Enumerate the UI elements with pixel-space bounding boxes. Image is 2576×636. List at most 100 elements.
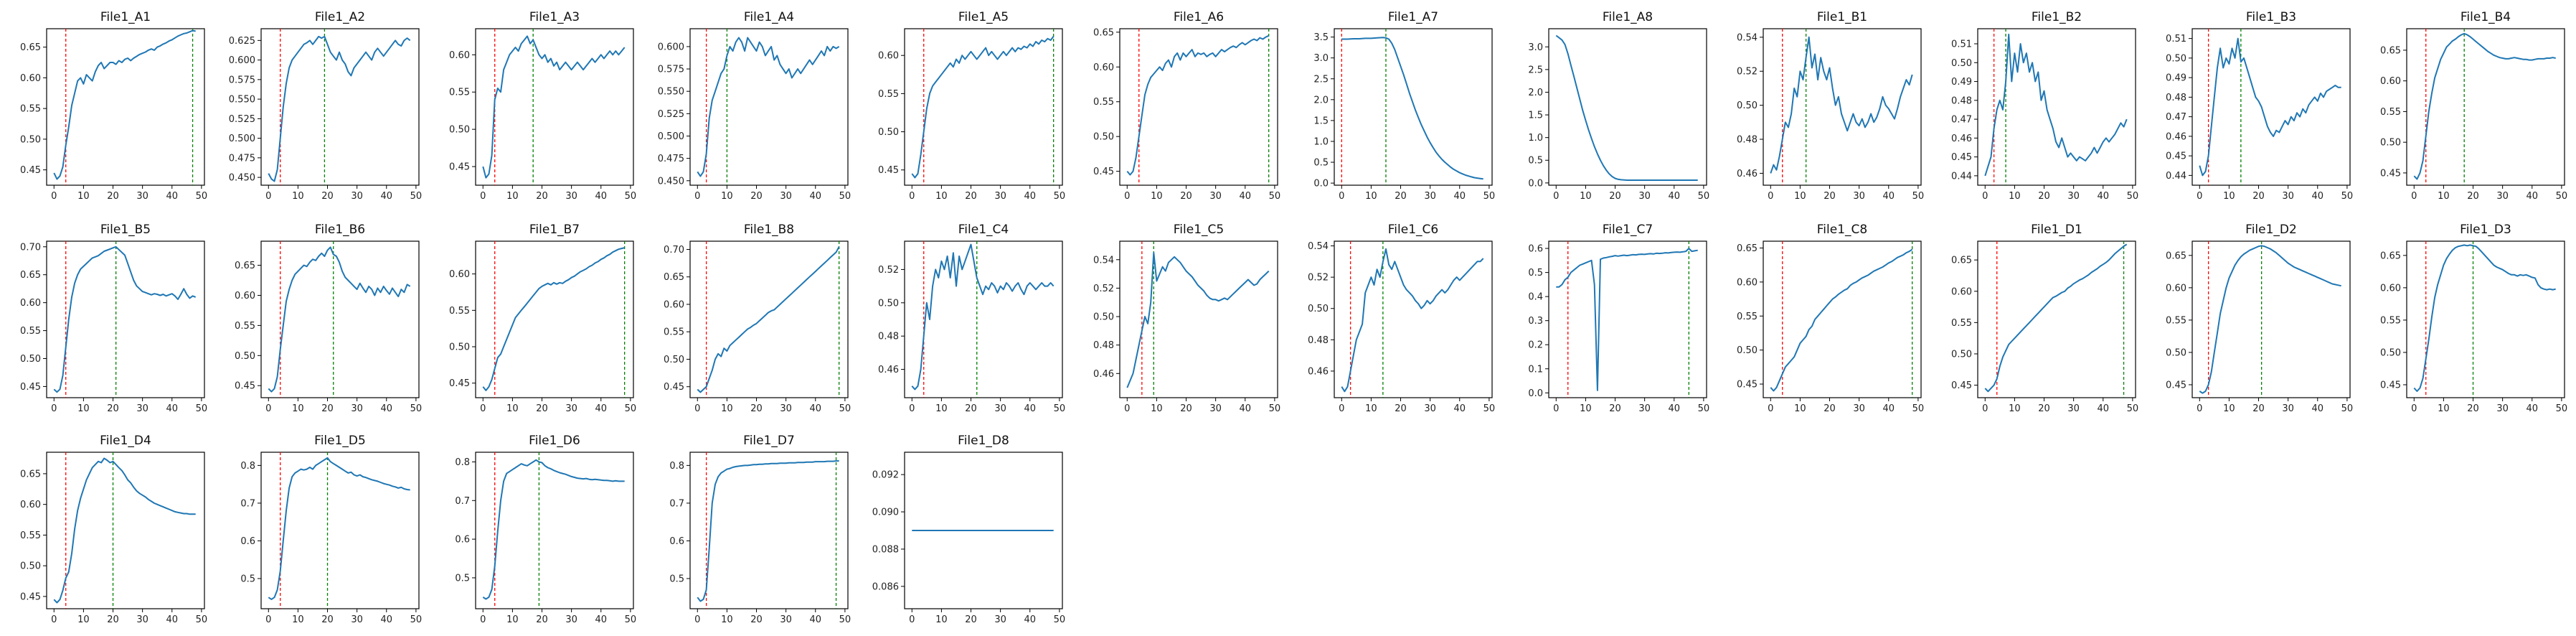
y-tick-label: 0.51 [2166,34,2186,45]
subplot-File1_B2: File1_B2 0 10 20 30 40 50 0.44 0.45 0.46 0.47 0.48 0… [1951,10,2138,202]
y-tick-label: 0.60 [1093,62,1114,73]
x-tick-label: 30 [1638,191,1651,202]
y-tick-label: 1.5 [1528,111,1543,121]
axes-frame [904,240,1063,398]
x-tick-label: 30 [136,191,148,202]
y-tick-label: 0.60 [20,73,41,84]
x-tick-label: 20 [1180,191,1192,202]
x-tick-label: 40 [1024,191,1036,202]
subplot-File1_A2: File1_A2 0 10 20 30 40 50 0.450 0.475 0.500 0.525 0… [229,10,422,202]
y-tick-label: 0.48 [1951,95,1972,106]
x-tick-label: 0 [1339,403,1344,414]
y-tick-label: 0.450 [658,176,684,187]
x-tick-label: 10 [2438,403,2450,414]
subplot-title: File1_C4 [958,223,1009,237]
x-tick-label: 10 [2223,191,2235,202]
subplot-File1_D6: File1_D6 0 10 20 30 40 50 0.5 0.6 0.7 0.8 [455,434,636,625]
x-tick-label: 40 [166,403,178,414]
x-tick-label: 20 [1395,191,1407,202]
subplot-title: File1_D4 [100,434,151,448]
y-tick-label: 0.600 [229,55,255,66]
y-tick-label: 0.48 [878,332,899,342]
x-tick-label: 30 [780,403,792,414]
subplot-title: File1_B7 [529,223,580,237]
x-tick-label: 20 [107,191,119,202]
x-tick-label: 10 [292,403,304,414]
y-tick-label: 0.44 [1951,171,1972,182]
y-tick-label: 0.52 [1308,273,1329,284]
y-tick-label: 0.50 [449,342,470,353]
y-tick-label: 0.60 [235,291,255,301]
axes-frame [2406,240,2565,398]
y-tick-label: 0.48 [1308,335,1329,346]
x-tick-label: 10 [77,191,90,202]
x-tick-label: 0 [2411,191,2417,202]
x-tick-label: 40 [1668,403,1680,414]
x-tick-label: 40 [380,614,392,625]
y-tick-label: 3.0 [1528,42,1543,53]
subplot-title: File1_D1 [2031,223,2082,237]
y-tick-label: 0.65 [20,42,41,53]
x-tick-label: 30 [1853,191,1865,202]
x-tick-label: 0 [1339,191,1344,202]
axes-frame [1977,240,2136,398]
x-tick-label: 10 [721,403,733,414]
y-tick-label: 0.6 [1528,244,1543,255]
x-tick-label: 30 [994,191,1006,202]
y-tick-label: 0.50 [1093,132,1114,143]
x-tick-label: 50 [1054,614,1066,625]
y-tick-label: 0.55 [878,89,899,100]
axes-frame [2406,28,2565,186]
series-line [2413,32,2556,180]
y-tick-label: 0.47 [2166,112,2186,123]
y-tick-label: 0.50 [1951,58,1972,69]
x-tick-label: 50 [1483,403,1496,414]
x-tick-label: 0 [694,614,700,625]
y-tick-label: 0.55 [2380,107,2401,118]
y-tick-label: 0.65 [20,270,41,281]
subplot-File1_D1: File1_D1 0 10 20 30 40 50 0.45 0.50 0.55 0.60 0.65 [1951,223,2138,414]
y-tick-label: 0.45 [878,165,899,176]
axes-frame [260,452,420,609]
x-tick-label: 50 [2127,403,2139,414]
x-tick-label: 0 [51,614,57,625]
x-tick-label: 10 [1151,191,1163,202]
x-tick-label: 20 [750,403,763,414]
x-tick-label: 50 [410,403,423,414]
series-line [482,459,625,600]
x-tick-label: 40 [1668,191,1680,202]
series-line [911,243,1055,391]
x-tick-label: 30 [1209,191,1222,202]
series-line [1770,36,1913,174]
x-tick-label: 40 [1453,403,1466,414]
subplot-title: File1_A1 [100,10,151,24]
x-tick-label: 50 [625,614,637,625]
x-tick-label: 40 [1882,191,1895,202]
y-tick-label: 0.60 [20,500,41,510]
x-tick-label: 10 [721,191,733,202]
series-line [697,460,839,602]
y-tick-label: 0.55 [1093,97,1114,108]
y-tick-label: 0.3 [1528,316,1543,327]
y-tick-label: 0.2 [1528,340,1543,351]
subplot-title: File1_A5 [958,10,1009,24]
x-tick-label: 10 [935,403,948,414]
axes-frame [1548,28,1707,186]
subplot-title: File1_C8 [1817,223,1867,237]
x-tick-label: 30 [136,614,148,625]
x-tick-label: 40 [1024,403,1036,414]
y-tick-label: 0.7 [455,496,470,507]
y-tick-label: 0.500 [658,131,684,142]
subplot-File1_A3: File1_A3 0 10 20 30 40 50 0.45 0.50 0.55 0.60 [449,10,636,202]
x-tick-label: 20 [536,403,548,414]
x-tick-label: 30 [994,403,1006,414]
x-tick-label: 20 [107,403,119,414]
x-tick-label: 30 [2282,191,2294,202]
axes-frame [904,452,1063,609]
y-tick-label: 0.46 [1737,169,1758,179]
y-tick-label: 0.45 [20,165,41,176]
x-tick-label: 40 [166,191,178,202]
x-tick-label: 40 [2097,191,2109,202]
y-tick-label: 0.60 [1951,286,1972,297]
y-tick-label: 0.0 [1528,388,1543,399]
